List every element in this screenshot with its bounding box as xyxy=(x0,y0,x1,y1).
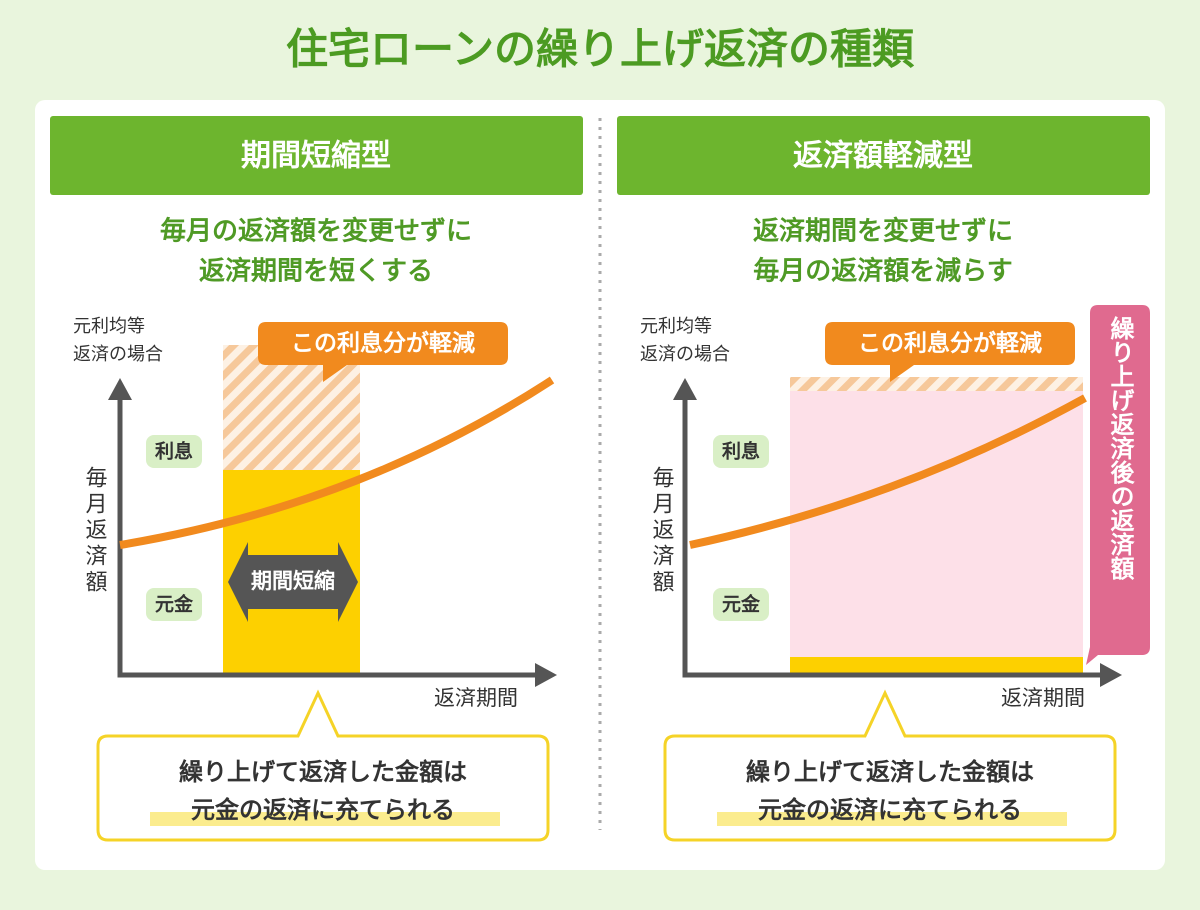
callout xyxy=(825,322,1075,382)
panel-header-text: 期間短縮型 xyxy=(241,139,391,174)
payment-curve xyxy=(119,376,555,549)
panel-header-text: 返済額軽減型 xyxy=(793,139,973,174)
chip xyxy=(713,588,769,621)
panel-header xyxy=(617,116,1150,195)
callout xyxy=(258,322,508,382)
x-axis-label: 返済期間 xyxy=(1001,686,1085,710)
chip-text: 利息 xyxy=(155,440,193,463)
note-box xyxy=(96,689,550,842)
callout-text: この利息分が軽減 xyxy=(858,330,1042,357)
note-text: 繰り上げて返済した金額は xyxy=(179,758,467,786)
description: 毎月の返済額を減らす xyxy=(753,256,1012,287)
term-arrow-text: 期間短縮 xyxy=(251,569,335,593)
reduced-interest xyxy=(790,377,1083,391)
chip-text: 元金 xyxy=(155,593,194,616)
title: 住宅ローンの繰り上げ返済の種類 xyxy=(286,25,915,74)
callout-text: この利息分が軽減 xyxy=(291,330,475,357)
y-label-top: 返済の場合 xyxy=(640,344,730,365)
side-label-box xyxy=(1086,305,1150,665)
term-arrow xyxy=(228,542,358,622)
y-label-top: 元利均等 xyxy=(73,316,145,337)
after-payment xyxy=(790,391,1083,675)
note-text: 元金の返済に充てられる xyxy=(758,796,1022,824)
principal-prepaid xyxy=(790,657,1083,675)
side-label-text: 繰り上げ返済後の返済額 xyxy=(1106,315,1134,581)
axes xyxy=(117,395,540,678)
note-text: 繰り上げて返済した金額は xyxy=(746,758,1034,786)
payment-curve xyxy=(689,394,1087,549)
highlight xyxy=(717,812,1067,826)
x-arrow xyxy=(535,663,557,687)
description: 毎月の返済額を変更せずに xyxy=(160,216,472,247)
y-arrow xyxy=(673,378,697,400)
note-text: 元金の返済に充てられる xyxy=(191,796,455,824)
chip xyxy=(146,588,202,621)
y-axis-label: 毎月返済額 xyxy=(649,466,675,596)
note-box xyxy=(663,689,1117,842)
panel-header xyxy=(50,116,583,195)
y-label-top: 元利均等 xyxy=(640,316,712,337)
chip xyxy=(146,435,202,468)
chip-text: 利息 xyxy=(722,440,760,463)
y-label-top: 返済の場合 xyxy=(73,344,163,365)
x-axis-label: 返済期間 xyxy=(434,686,518,710)
description: 返済期間を短くする xyxy=(199,256,433,287)
chip-text: 元金 xyxy=(722,593,761,616)
highlight xyxy=(150,812,500,826)
axes xyxy=(682,395,1105,678)
y-arrow xyxy=(108,378,132,400)
x-arrow xyxy=(1100,663,1122,687)
chip xyxy=(713,435,769,468)
y-axis-label: 毎月返済額 xyxy=(82,466,108,596)
description: 返済期間を変更せずに xyxy=(753,216,1013,247)
